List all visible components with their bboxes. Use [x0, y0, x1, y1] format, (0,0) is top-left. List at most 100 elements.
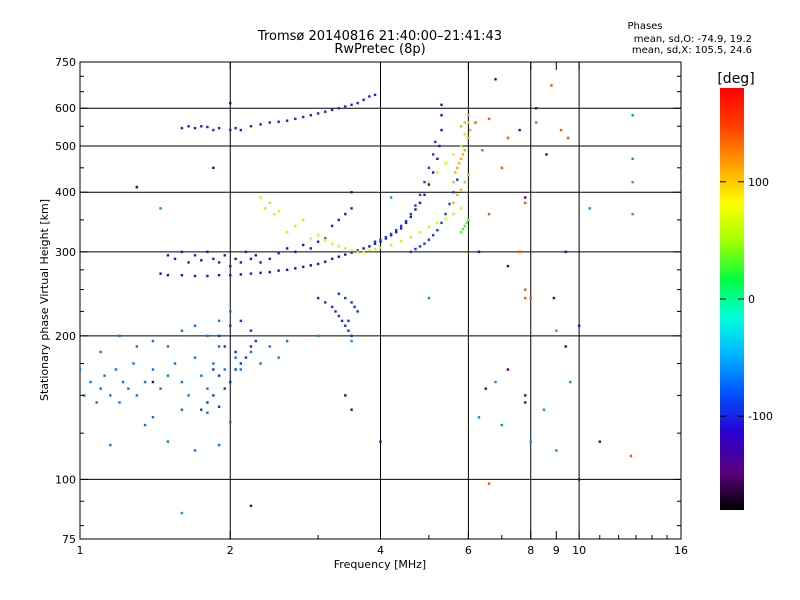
echo-point [268, 121, 271, 124]
echo-point [301, 115, 305, 119]
echo-point [524, 196, 527, 199]
echo-point [239, 273, 243, 276]
echo-point [249, 125, 253, 128]
echo-point [468, 128, 472, 132]
echo-point [294, 267, 297, 270]
echo-point [500, 423, 504, 427]
echo-point [337, 292, 341, 295]
echo-point [409, 212, 412, 216]
echo-point [423, 242, 426, 245]
grid-lines [80, 62, 681, 539]
echo-point [427, 225, 431, 229]
echo-point [229, 273, 232, 277]
echo-point [294, 250, 297, 254]
echo-point [427, 238, 431, 241]
echo-point [234, 368, 237, 371]
y-tick-label: 500 [55, 140, 76, 153]
echo-point [166, 254, 170, 257]
echo-point [206, 401, 209, 404]
echo-point [414, 247, 417, 251]
echo-point [456, 166, 459, 170]
echo-point [229, 420, 232, 424]
echo-point [506, 368, 510, 371]
echo-point [330, 257, 334, 261]
y-tick-label: 300 [55, 246, 76, 259]
echo-point [268, 201, 271, 205]
echo-point [330, 305, 334, 309]
echo-point [187, 394, 190, 397]
echo-point [389, 196, 393, 199]
echo-point [217, 126, 221, 130]
echo-point [440, 114, 443, 117]
echo-point [418, 201, 422, 205]
echo-point [254, 339, 257, 343]
echo-point [494, 78, 497, 81]
x-tick-label: 9 [553, 544, 560, 557]
echo-point [193, 254, 197, 257]
echo-point [159, 207, 162, 210]
y-axis-label: Stationary phase Virtual Height [km] [38, 199, 51, 401]
echo-point [350, 251, 353, 254]
echo-point [212, 166, 215, 170]
echo-point [301, 243, 305, 247]
echo-point [234, 356, 237, 359]
echo-point [324, 237, 327, 240]
echo-point [309, 264, 312, 267]
echo-point [103, 374, 106, 377]
echo-point [409, 215, 412, 219]
echo-point [239, 368, 243, 371]
echo-point [459, 125, 463, 128]
echo-point [309, 247, 312, 250]
echo-point [459, 188, 463, 191]
echo-point [206, 250, 209, 254]
x-tick-label: 1 [77, 544, 84, 557]
echo-point [344, 296, 347, 300]
echo-point [414, 204, 417, 207]
echo-point [330, 224, 334, 228]
y-tick-label: 750 [55, 56, 76, 69]
echo-point [234, 126, 237, 130]
echo-point [206, 125, 209, 129]
echo-point [379, 440, 382, 443]
colorbar-tick-label: 0 [748, 293, 755, 306]
echo-point [564, 250, 567, 254]
echo-point [268, 270, 271, 274]
echo-point [217, 443, 221, 447]
echo-point [234, 257, 237, 261]
echo-point [373, 240, 377, 243]
echo-point [324, 238, 327, 241]
echo-point [324, 260, 327, 263]
echo-point [239, 362, 243, 365]
echo-point [217, 334, 221, 338]
echo-point [368, 95, 371, 98]
echo-point [334, 310, 337, 313]
echo-point [555, 329, 558, 332]
echo-point [463, 180, 466, 184]
echo-point [249, 504, 253, 508]
echo-point [109, 394, 112, 397]
echo-point [249, 329, 253, 332]
echo-point [452, 191, 455, 194]
echo-point [384, 235, 388, 239]
echo-point [217, 345, 221, 348]
echo-point [316, 334, 320, 338]
echo-point [487, 212, 491, 216]
echo-point [452, 180, 455, 184]
echo-point [457, 162, 461, 165]
echo-point [249, 350, 253, 354]
echo-point [444, 162, 447, 165]
echo-point [399, 227, 403, 230]
echo-point [373, 242, 377, 245]
echo-point [99, 387, 102, 390]
echo-point [356, 101, 359, 105]
y-axis-ticks: 75 100 200 300 400 500 600 750 [55, 56, 681, 546]
echo-point [151, 416, 155, 419]
echo-point [285, 339, 289, 343]
echo-point [577, 478, 581, 481]
colorbar-ticks: -100 0 100 [720, 176, 773, 423]
echo-point [200, 125, 203, 128]
echo-point [347, 329, 350, 332]
echo-point [389, 232, 393, 236]
echo-point [121, 380, 125, 384]
echo-point [459, 230, 463, 234]
